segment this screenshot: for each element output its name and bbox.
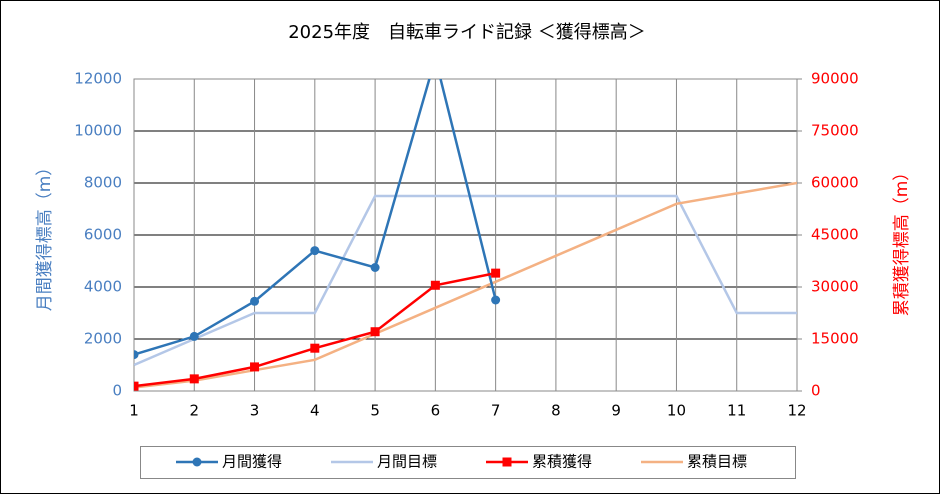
legend-label: 累積目標	[687, 453, 747, 471]
y-tick-label: 2000	[84, 330, 122, 348]
legend-marker	[502, 457, 512, 467]
x-tick-label: 10	[667, 402, 686, 420]
x-tick-label: 8	[551, 402, 561, 420]
plot-border	[133, 78, 798, 392]
y2-tick-label: 15000	[811, 330, 859, 348]
y2-tick-label: 45000	[811, 226, 859, 244]
legend-label: 累積獲得	[532, 453, 592, 471]
marker	[491, 268, 501, 278]
marker	[310, 246, 320, 256]
y-tick-label: 6000	[84, 226, 122, 244]
legend-label: 月間目標	[377, 453, 437, 471]
y-tick-label: 0	[112, 382, 122, 400]
y2-tick-label: 0	[811, 382, 821, 400]
y-tick-label: 12000	[74, 70, 122, 88]
marker	[430, 280, 440, 290]
x-tick-label: 3	[250, 402, 260, 420]
x-tick-label: 11	[727, 402, 746, 420]
marker	[250, 296, 260, 306]
marker	[189, 374, 199, 384]
y2-tick-label: 30000	[811, 278, 859, 296]
x-tick-label: 12	[787, 402, 806, 420]
legend-marker	[192, 457, 202, 467]
y-axis-label: 月間獲得標高（m）	[35, 159, 55, 312]
marker	[134, 350, 139, 360]
y2-axis-label: 累積獲得標高（m）	[892, 164, 912, 317]
marker	[370, 327, 380, 337]
x-tick-label: 5	[370, 402, 380, 420]
x-tick-label: 9	[611, 402, 621, 420]
x-tick-label: 1	[129, 402, 139, 420]
legend	[140, 446, 796, 479]
plot-area	[134, 79, 797, 391]
y-tick-label: 10000	[74, 122, 122, 140]
y2-tick-label: 60000	[811, 174, 859, 192]
y2-tick-label: 75000	[811, 122, 859, 140]
marker	[134, 381, 139, 391]
x-tick-label: 7	[491, 402, 501, 420]
marker	[491, 295, 501, 305]
marker	[370, 263, 380, 272]
marker	[250, 362, 260, 372]
series-line	[134, 181, 797, 389]
chart-title: 2025年度 自転車ライド記録 ＜獲得標高＞	[288, 22, 646, 43]
x-tick-label: 4	[310, 402, 320, 420]
x-tick-label: 6	[431, 402, 441, 420]
marker	[310, 343, 320, 353]
series-line	[134, 194, 797, 367]
y-tick-label: 8000	[84, 174, 122, 192]
legend-label: 月間獲得	[222, 453, 282, 471]
y2-tick-label: 90000	[811, 70, 859, 88]
marker	[189, 331, 199, 341]
y-tick-label: 4000	[84, 278, 122, 296]
x-tick-label: 2	[189, 402, 199, 420]
